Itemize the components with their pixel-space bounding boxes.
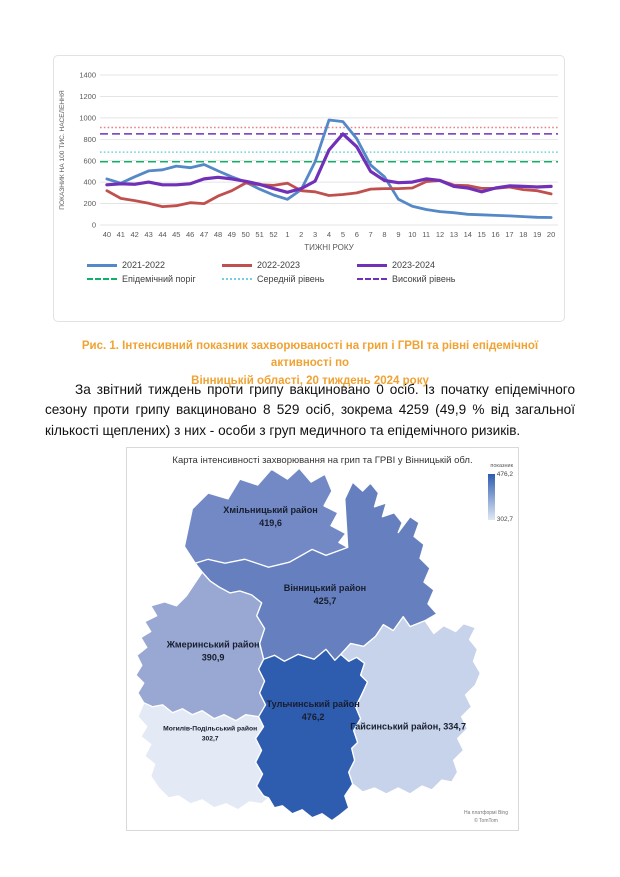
svg-text:41: 41 (117, 230, 125, 239)
svg-text:400: 400 (83, 178, 96, 187)
district-label: Вінницький район (284, 583, 366, 593)
svg-text:16: 16 (491, 230, 499, 239)
legend-line-swatch (222, 263, 252, 267)
svg-text:11: 11 (422, 230, 430, 239)
report-paragraph: За звітний тиждень проти грипу вакцинова… (45, 382, 575, 438)
legend-item: 2023-2024 (357, 260, 564, 270)
svg-text:600: 600 (83, 156, 96, 165)
legend-item: Середній рівень (222, 274, 357, 284)
svg-text:19: 19 (533, 230, 541, 239)
legend-item: Високий рівень (357, 274, 564, 284)
figure-caption: Рис. 1. Інтенсивний показник захворювано… (55, 338, 565, 390)
svg-text:1200: 1200 (79, 92, 96, 101)
svg-text:2: 2 (299, 230, 303, 239)
svg-text:6: 6 (355, 230, 359, 239)
series-line (105, 132, 553, 194)
svg-text:1: 1 (285, 230, 289, 239)
svg-text:0: 0 (92, 221, 96, 230)
map-legend-title: показник (490, 463, 513, 469)
map-legend-gradient (487, 474, 495, 520)
legend-item: 2022-2023 (222, 260, 357, 270)
legend-line-swatch (222, 278, 252, 280)
district-label: Тульчинський район (266, 699, 359, 709)
svg-text:1400: 1400 (79, 71, 96, 80)
chart-legend: 2021-2022 2022-2023 2023-2024 Епідемічни… (54, 260, 564, 284)
district-label: Хмільницький район (223, 505, 317, 515)
district-value: 390,9 (202, 653, 225, 663)
map-canvas: Хмільницький район 419,6 Вінницький район 4… (135, 467, 482, 822)
district-label: Могилів-Подільський район (163, 725, 257, 733)
series-line (105, 118, 553, 219)
svg-text:10: 10 (408, 230, 416, 239)
svg-text:12: 12 (436, 230, 444, 239)
district-value: 476,2 (302, 712, 325, 722)
svg-text:52: 52 (269, 230, 277, 239)
legend-item: Епідемічний поріг (87, 274, 222, 284)
svg-text:13: 13 (450, 230, 458, 239)
map-legend-min: 302,7 (496, 516, 513, 523)
svg-text:18: 18 (519, 230, 527, 239)
map-attribution-copyright: © TomTom (474, 817, 498, 824)
intensity-map: Хмільницький район 419,6 Вінницький район 4… (126, 447, 519, 831)
incidence-line-chart: 0 200 400 600 800 1000 1200 1400 40 41 42 43 44 45 46 4… (53, 55, 565, 322)
svg-text:17: 17 (505, 230, 513, 239)
svg-text:50: 50 (242, 230, 250, 239)
svg-text:14: 14 (464, 230, 472, 239)
svg-text:ПОКАЗНИК НА 100 ТИС. НАСЕЛЕННЯ: ПОКАЗНИК НА 100 ТИС. НАСЕЛЕННЯ (59, 90, 66, 210)
map-attribution: На платформі Bing © TomTom (464, 810, 508, 825)
svg-text:45: 45 (172, 230, 180, 239)
legend-line-swatch (87, 278, 117, 280)
svg-text:3: 3 (313, 230, 317, 239)
svg-text:15: 15 (478, 230, 486, 239)
svg-text:1000: 1000 (79, 114, 96, 123)
svg-text:5: 5 (341, 230, 345, 239)
district-label: Гайсинський район, 334,7 (350, 722, 466, 732)
legend-line-swatch (357, 263, 387, 267)
svg-text:40: 40 (103, 230, 111, 239)
district-value: 425,7 (314, 596, 337, 606)
district-label: Жмеринський район (166, 639, 260, 649)
svg-text:8: 8 (382, 230, 386, 239)
svg-text:4: 4 (327, 230, 331, 239)
figure-caption-line2: Вінницькій області, 20 тиждень 2024 року (191, 374, 429, 387)
map-attribution-platform: На платформі Bing (464, 810, 508, 816)
svg-text:42: 42 (131, 230, 139, 239)
district-shape (137, 702, 270, 811)
svg-text:43: 43 (144, 230, 152, 239)
map-legend: показник 476,2 302,7 (479, 463, 513, 523)
svg-text:9: 9 (396, 230, 400, 239)
svg-text:ТИЖНІ РОКУ: ТИЖНІ РОКУ (304, 243, 354, 252)
svg-text:46: 46 (186, 230, 194, 239)
svg-text:49: 49 (228, 230, 236, 239)
legend-line-swatch (357, 278, 387, 280)
svg-text:7: 7 (369, 230, 373, 239)
svg-text:48: 48 (214, 230, 222, 239)
district-shape (255, 648, 369, 822)
district-shape (340, 616, 482, 795)
svg-text:200: 200 (83, 199, 96, 208)
district-value: 419,6 (259, 518, 282, 528)
svg-text:44: 44 (158, 230, 166, 239)
legend-line-swatch (87, 263, 117, 267)
svg-text:51: 51 (255, 230, 263, 239)
district-value: 302,7 (202, 735, 219, 742)
legend-item: 2021-2022 (87, 260, 222, 270)
map-title: Карта інтенсивності захворювання на грип… (172, 455, 473, 466)
figure-caption-line1: Рис. 1. Інтенсивний показник захворювано… (81, 340, 539, 370)
svg-text:47: 47 (200, 230, 208, 239)
svg-text:20: 20 (547, 230, 555, 239)
series-line (105, 179, 553, 209)
map-legend-max: 476,2 (496, 471, 513, 478)
svg-text:800: 800 (83, 135, 96, 144)
